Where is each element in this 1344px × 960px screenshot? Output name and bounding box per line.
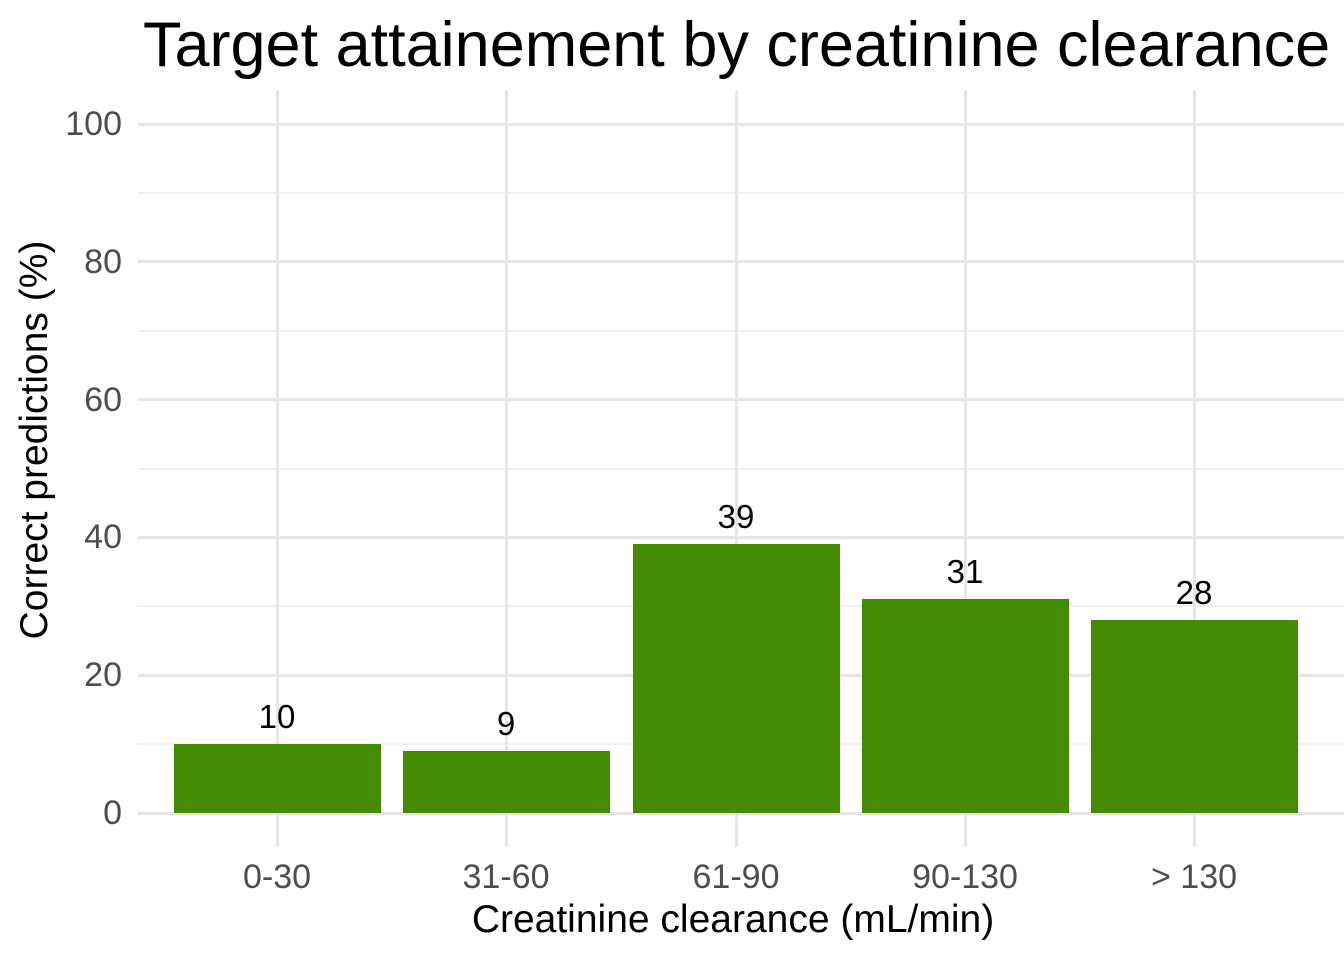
- x-tick-label: 0-30: [242, 858, 312, 896]
- bar-value-label: 39: [717, 498, 755, 536]
- bar-value-label: 31: [946, 553, 984, 591]
- y-tick-label: 40: [84, 518, 122, 557]
- gridline-horizontal-minor: [138, 329, 1344, 332]
- y-tick-label: 0: [103, 794, 122, 832]
- x-tick-label: 31-60: [462, 858, 550, 896]
- gridline-vertical-major: [504, 90, 508, 847]
- gridline-horizontal-minor: [138, 467, 1344, 470]
- bar-> 130: [1090, 620, 1298, 813]
- gridline-vertical-major: [734, 90, 738, 847]
- gridline-horizontal-minor: [138, 191, 1344, 194]
- y-tick-label: 20: [84, 656, 122, 695]
- y-tick-label: 80: [84, 242, 122, 281]
- x-tick-label: > 130: [1150, 858, 1238, 896]
- gridline-horizontal-major: [138, 535, 1344, 539]
- y-tick-label: 60: [84, 380, 122, 419]
- bar-90-130: [861, 599, 1069, 813]
- chart-title: Target attainement by creatinine clearan…: [143, 10, 1331, 80]
- bar-value-label: 10: [258, 698, 296, 736]
- gridline-horizontal-major: [138, 260, 1344, 264]
- bar-31-60: [402, 750, 610, 813]
- x-axis-title: Creatinine clearance (mL/min): [471, 898, 995, 941]
- bar-61-90: [632, 544, 840, 813]
- bar-0-30: [173, 744, 381, 813]
- gridline-vertical-major: [275, 90, 279, 847]
- bar-value-label: 9: [496, 704, 516, 742]
- y-tick-label: 100: [65, 105, 122, 143]
- gridline-vertical-major: [963, 90, 967, 847]
- y-axis-title: Correct predictions (%): [13, 240, 56, 640]
- gridline-horizontal-major: [138, 398, 1344, 402]
- x-tick-label: 90-130: [912, 858, 1018, 896]
- x-tick-label: 61-90: [692, 858, 780, 896]
- gridline-vertical-major: [1192, 90, 1196, 847]
- gridline-horizontal-major: [138, 122, 1344, 126]
- gridline-horizontal-major: [138, 811, 1344, 815]
- bar-value-label: 28: [1175, 574, 1213, 612]
